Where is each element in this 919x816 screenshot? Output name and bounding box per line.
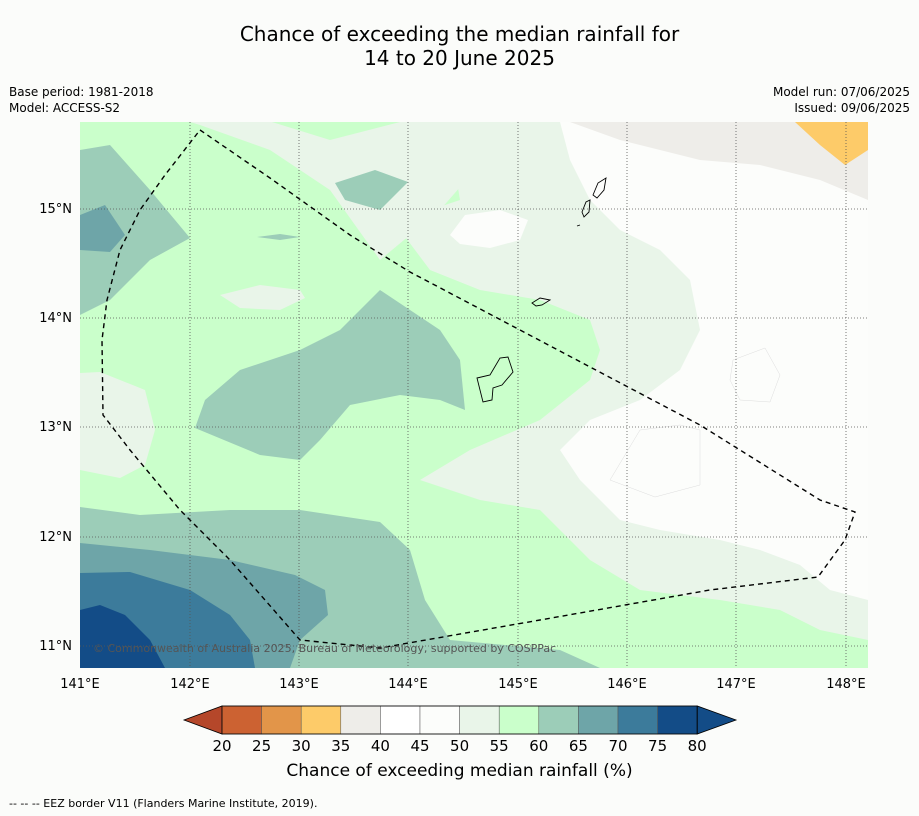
- contour-80-south: [80, 605, 165, 668]
- colorbar-extend-high: [696, 705, 738, 735]
- lat-label: 11°N: [39, 639, 72, 654]
- lon-label: 147°E: [716, 677, 756, 692]
- colorbar-tick-label: 40: [371, 737, 390, 755]
- title-line-2: 14 to 20 June 2025: [364, 46, 555, 70]
- lon-labels: 141°E 142°E 143°E 144°E 145°E 146°E 147°…: [60, 677, 866, 692]
- colorbar-segment: [538, 705, 579, 735]
- contour-70-75-west: [80, 205, 125, 252]
- footnote: -- -- -- EEZ border V11 (Flanders Marine…: [9, 797, 318, 810]
- colorbar-segment: [300, 705, 342, 735]
- lat-label: 15°N: [39, 202, 72, 217]
- colorbar-segment: [578, 705, 619, 735]
- colorbar-segment: [498, 705, 540, 735]
- model-name: Model: ACCESS-S2: [9, 101, 121, 115]
- contour-65-70-central: [195, 290, 465, 460]
- lat-label: 12°N: [39, 530, 72, 545]
- colorbar-outline: [221, 705, 698, 735]
- colorbar-tick-label: 70: [608, 737, 627, 755]
- colorbar-tick-label: 55: [490, 737, 509, 755]
- colorbar-segment: [261, 705, 302, 735]
- contour-65-70-west: [80, 145, 190, 315]
- colorbar-tick-label: 60: [529, 737, 548, 755]
- colorbar-segment: [380, 705, 421, 735]
- contour-35-40: [795, 122, 868, 165]
- colorbar-tick-label: 75: [648, 737, 667, 755]
- lon-label: 148°E: [826, 677, 866, 692]
- model-run: Model run: 07/06/2025: [772, 85, 910, 99]
- lon-label: 143°E: [279, 677, 319, 692]
- colorbar-segment: [657, 705, 698, 735]
- island-saipan: [592, 177, 607, 199]
- contour-55-60-west: [80, 372, 155, 478]
- colorbar-segment: [459, 705, 500, 735]
- lon-label: 146°E: [607, 677, 647, 692]
- colorbar-tick-label: 20: [212, 737, 231, 755]
- island-aguijan: [576, 224, 581, 227]
- lat-label: 13°N: [39, 420, 72, 435]
- copyright-notice: © Commonwealth of Australia 2025, Bureau…: [93, 642, 557, 655]
- colorbar-tick-label: 45: [410, 737, 429, 755]
- contour-white-blob: [450, 210, 528, 248]
- colorbar-tick-label: 25: [252, 737, 271, 755]
- meta-left: Base period: 1981-2018 Model: ACCESS-S2: [9, 84, 154, 116]
- colorbar-tick-label: 30: [292, 737, 311, 755]
- colorbar-segment: [617, 705, 658, 735]
- colorbar-tick-label: 80: [688, 737, 707, 755]
- island-guam: [476, 356, 514, 403]
- lon-label: 142°E: [170, 677, 210, 692]
- gridlines: [80, 122, 868, 668]
- lat-label: 14°N: [39, 311, 72, 326]
- contour-white-east: [729, 347, 781, 403]
- contour-65-70-small: [335, 170, 408, 210]
- issued-date: Issued: 09/06/2025: [794, 101, 910, 115]
- lon-label: 141°E: [60, 677, 100, 692]
- contour-65-70-sliver: [257, 234, 300, 240]
- contour-55-60-blob: [220, 285, 305, 310]
- lon-label: 145°E: [498, 677, 538, 692]
- colorbar-label: Chance of exceeding median rainfall (%): [286, 761, 633, 781]
- island-rota: [531, 297, 552, 307]
- contour-40-45: [570, 122, 868, 200]
- meta-right: Model run: 07/06/2025 Issued: 09/06/2025: [773, 84, 910, 116]
- contour-white-southeast: [609, 424, 701, 498]
- island-tinian: [581, 199, 591, 218]
- lat-labels: 15°N 14°N 13°N 12°N 11°N: [39, 202, 72, 654]
- title-line-1: Chance of exceeding the median rainfall …: [239, 22, 680, 46]
- colorbar-tick-label: 50: [450, 737, 469, 755]
- colorbar-tick-label: 65: [569, 737, 588, 755]
- base-period: Base period: 1981-2018: [9, 85, 154, 99]
- colorbar-tick-label: 35: [331, 737, 350, 755]
- colorbar-segment: [419, 705, 460, 735]
- eez-border: [101, 129, 856, 649]
- contour-layers: [80, 122, 868, 668]
- lon-label: 144°E: [388, 677, 428, 692]
- colorbar: 20 25 30 35 40 45 50 55 60 65 70 75 80: [182, 705, 738, 755]
- colorbar-extend-low: [182, 705, 223, 735]
- colorbar-segment: [221, 705, 262, 735]
- chart-title: Chance of exceeding the median rainfall …: [0, 22, 919, 70]
- colorbar-segment: [340, 705, 381, 735]
- contour-55-60-top: [190, 122, 475, 260]
- islands: [476, 177, 607, 403]
